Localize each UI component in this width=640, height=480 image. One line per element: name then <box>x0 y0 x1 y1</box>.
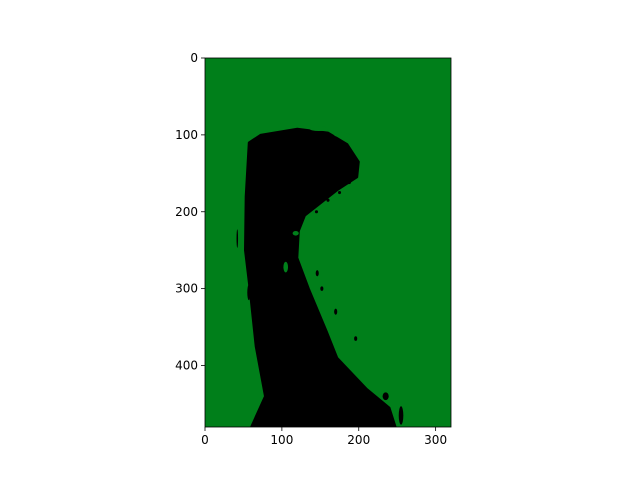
foreground-island-8 <box>334 308 338 315</box>
background-island-3 <box>283 261 289 273</box>
foreground-island-1 <box>247 284 251 301</box>
background-island-1 <box>334 132 350 138</box>
foreground-island-4 <box>267 373 271 388</box>
x-tick-label-1: 100 <box>270 433 293 447</box>
y-axis: 0 100 200 300 400 <box>175 51 205 373</box>
background-island-2 <box>292 230 299 236</box>
background-island-0 <box>309 126 328 132</box>
heatmap-foreground-region <box>244 127 397 427</box>
x-tick-label-0: 0 <box>201 433 209 447</box>
y-tick-label-2: 200 <box>175 205 198 219</box>
y-tick-label-1: 100 <box>175 128 198 142</box>
foreground-island-10 <box>382 392 389 401</box>
plot-frame <box>204 57 452 428</box>
plot-area <box>205 58 451 427</box>
y-tick-label-3: 300 <box>175 282 198 296</box>
foreground-island-14 <box>326 198 330 202</box>
foreground-island-3 <box>264 344 268 364</box>
x-axis: 0 100 200 300 <box>201 427 447 447</box>
foreground-island-5 <box>274 400 278 415</box>
foreground-island-2 <box>254 312 260 334</box>
y-tick-label-4: 400 <box>175 359 198 373</box>
x-tick-label-2: 200 <box>347 433 370 447</box>
x-tick-label-3: 300 <box>424 433 447 447</box>
foreground-island-15 <box>314 210 319 214</box>
heatmap-background-islands <box>283 126 350 273</box>
heatmap-foreground-islands <box>236 181 404 425</box>
foreground-island-13 <box>337 190 342 195</box>
foreground-island-12 <box>346 181 352 185</box>
foreground-island-6 <box>315 270 319 277</box>
foreground-island-7 <box>320 286 324 291</box>
foreground-island-11 <box>398 406 404 425</box>
y-tick-label-0: 0 <box>190 51 198 65</box>
foreground-island-9 <box>354 336 358 341</box>
foreground-island-0 <box>236 229 239 248</box>
